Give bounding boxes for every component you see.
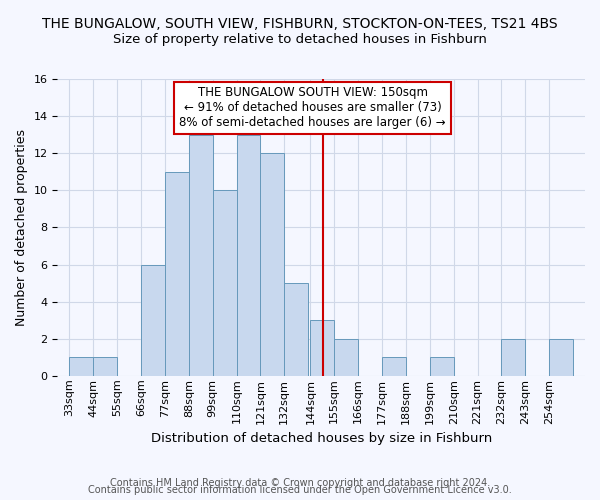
Bar <box>212 190 236 376</box>
Text: Contains HM Land Registry data © Crown copyright and database right 2024.: Contains HM Land Registry data © Crown c… <box>110 478 490 488</box>
Bar <box>310 320 334 376</box>
Bar <box>165 172 189 376</box>
Bar <box>141 264 165 376</box>
Bar <box>430 358 454 376</box>
Bar <box>549 339 573 376</box>
Bar <box>502 339 525 376</box>
Bar <box>236 134 260 376</box>
X-axis label: Distribution of detached houses by size in Fishburn: Distribution of detached houses by size … <box>151 432 492 445</box>
Text: Contains public sector information licensed under the Open Government Licence v3: Contains public sector information licen… <box>88 485 512 495</box>
Bar <box>382 358 406 376</box>
Text: Size of property relative to detached houses in Fishburn: Size of property relative to detached ho… <box>113 32 487 46</box>
Bar <box>260 153 284 376</box>
Bar <box>334 339 358 376</box>
Bar <box>70 358 93 376</box>
Text: THE BUNGALOW SOUTH VIEW: 150sqm
← 91% of detached houses are smaller (73)
8% of : THE BUNGALOW SOUTH VIEW: 150sqm ← 91% of… <box>179 86 446 130</box>
Bar <box>93 358 117 376</box>
Y-axis label: Number of detached properties: Number of detached properties <box>15 129 28 326</box>
Text: THE BUNGALOW, SOUTH VIEW, FISHBURN, STOCKTON-ON-TEES, TS21 4BS: THE BUNGALOW, SOUTH VIEW, FISHBURN, STOC… <box>42 18 558 32</box>
Bar <box>189 134 212 376</box>
Bar <box>284 283 308 376</box>
